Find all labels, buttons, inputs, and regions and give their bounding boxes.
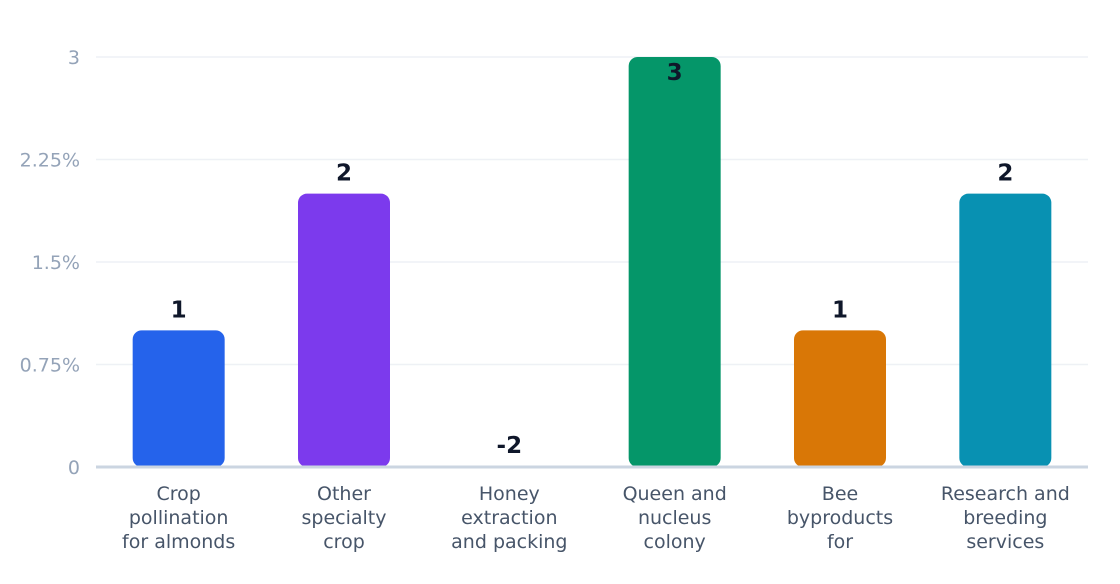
x-category-label: Honey extraction and packing	[451, 483, 567, 553]
x-category-label-line: Queen and	[623, 483, 727, 505]
x-category-label-line: Research and	[941, 483, 1070, 505]
y-tick-label: 1.5%	[32, 252, 80, 274]
x-category-label-line: colony	[644, 531, 706, 553]
x-category-label-line: Crop	[156, 483, 200, 505]
x-category-label-line: Honey	[479, 483, 540, 505]
data-label: 1	[832, 297, 848, 323]
x-category-label-line: breeding	[963, 507, 1047, 529]
x-category-label: Other specialty crop	[302, 483, 387, 553]
x-category-label-line: crop	[323, 531, 365, 553]
x-category-label-line: pollination	[129, 507, 229, 529]
x-category-label-line: Bee	[822, 483, 858, 505]
x-category-label-line: Other	[317, 483, 371, 505]
y-tick-label: 2.25%	[20, 150, 80, 172]
bar	[298, 193, 390, 467]
bars	[132, 57, 1052, 467]
grid-lines	[96, 56, 1088, 366]
data-label: -2	[497, 433, 523, 459]
x-category-label: Research and breeding services	[941, 483, 1070, 553]
x-category-label-line: nucleus	[638, 507, 711, 529]
x-category-label-line: for almonds	[122, 531, 235, 553]
y-tick-label: 3	[68, 47, 80, 69]
data-label: 2	[336, 161, 352, 187]
x-category-label-line: extraction	[461, 507, 557, 529]
x-category-label-line: for	[827, 531, 853, 553]
data-label: 3	[667, 60, 683, 86]
x-category-label: Bee byproducts for	[787, 483, 893, 553]
x-category-label: Crop pollination for almonds	[122, 483, 235, 553]
x-category-label-line: and packing	[451, 531, 567, 553]
y-tick-label: 0	[68, 457, 80, 479]
bar	[628, 57, 721, 467]
data-labels: 1 2 -2 3 1 2	[171, 60, 1014, 459]
data-label: 2	[997, 161, 1013, 187]
x-category-label-line: specialty	[302, 507, 387, 529]
y-axis-tick-labels: 0 0.75% 1.5% 2.25% 3	[20, 47, 80, 479]
y-tick-label: 0.75%	[20, 355, 80, 377]
x-category-label-line: byproducts	[787, 507, 893, 529]
x-category-label-line: services	[966, 531, 1044, 553]
bar	[132, 330, 225, 467]
bar	[794, 330, 886, 467]
data-label: 1	[171, 297, 187, 323]
x-axis-category-labels: Crop pollination for almonds Other specialty…	[122, 483, 1070, 553]
x-category-label: Queen and nucleus colony	[623, 483, 727, 553]
bar	[959, 193, 1052, 467]
